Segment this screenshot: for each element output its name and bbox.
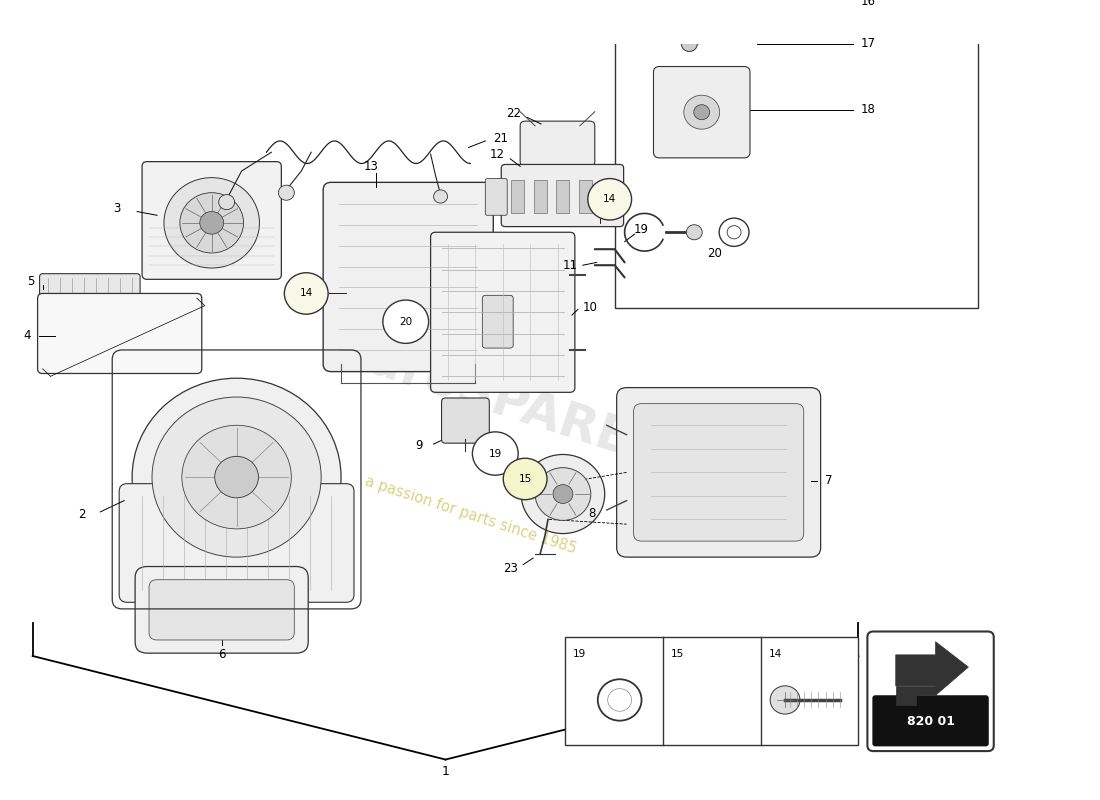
Text: 11: 11	[562, 258, 578, 272]
FancyBboxPatch shape	[40, 274, 140, 296]
Circle shape	[535, 468, 591, 520]
FancyBboxPatch shape	[148, 580, 295, 640]
Text: 8: 8	[588, 507, 595, 520]
Text: 14: 14	[299, 289, 312, 298]
Circle shape	[719, 0, 739, 16]
Circle shape	[278, 185, 295, 200]
Circle shape	[597, 679, 641, 721]
FancyBboxPatch shape	[520, 121, 595, 166]
FancyBboxPatch shape	[502, 165, 624, 226]
Circle shape	[182, 426, 292, 529]
Polygon shape	[895, 686, 935, 705]
Circle shape	[383, 300, 429, 343]
FancyBboxPatch shape	[119, 484, 354, 602]
Text: 21: 21	[493, 131, 508, 145]
Circle shape	[521, 454, 605, 534]
Circle shape	[719, 218, 749, 246]
Text: 5: 5	[26, 274, 34, 288]
Circle shape	[503, 458, 547, 500]
FancyBboxPatch shape	[485, 178, 507, 215]
Circle shape	[219, 194, 234, 210]
Circle shape	[694, 105, 710, 120]
FancyBboxPatch shape	[142, 162, 282, 279]
Circle shape	[132, 378, 341, 576]
Text: 20: 20	[706, 247, 722, 261]
FancyBboxPatch shape	[323, 182, 493, 372]
Text: 10: 10	[582, 301, 597, 314]
Text: 14: 14	[603, 194, 616, 204]
Bar	[534, 181, 547, 214]
Circle shape	[770, 686, 800, 714]
Polygon shape	[895, 642, 968, 695]
Circle shape	[180, 193, 243, 253]
Text: 6: 6	[218, 647, 226, 661]
Text: 16: 16	[861, 0, 876, 8]
Circle shape	[686, 225, 702, 240]
Text: 20: 20	[399, 317, 412, 326]
FancyBboxPatch shape	[634, 404, 804, 541]
Text: euroSPARES: euroSPARES	[329, 326, 671, 478]
FancyBboxPatch shape	[430, 232, 575, 392]
Text: 2: 2	[78, 508, 86, 522]
Circle shape	[607, 689, 631, 711]
Circle shape	[164, 178, 260, 268]
FancyBboxPatch shape	[653, 66, 750, 158]
Bar	[565, 637, 858, 746]
FancyBboxPatch shape	[868, 631, 993, 751]
Circle shape	[200, 211, 223, 234]
Text: 9: 9	[415, 439, 422, 453]
Circle shape	[727, 226, 741, 239]
Text: a passion for parts since 1985: a passion for parts since 1985	[363, 474, 579, 556]
Text: 15: 15	[518, 474, 531, 484]
Bar	[615, 0, 978, 307]
Bar	[512, 181, 524, 214]
FancyBboxPatch shape	[617, 388, 821, 557]
Bar	[602, 181, 615, 214]
Circle shape	[681, 36, 697, 51]
Circle shape	[214, 456, 258, 498]
Text: 14: 14	[769, 649, 782, 659]
Circle shape	[152, 397, 321, 557]
Circle shape	[587, 178, 631, 220]
Text: 19: 19	[573, 649, 586, 659]
FancyBboxPatch shape	[135, 566, 308, 653]
FancyBboxPatch shape	[441, 398, 490, 443]
FancyBboxPatch shape	[872, 695, 989, 746]
Circle shape	[433, 190, 448, 203]
Text: 22: 22	[506, 107, 520, 120]
Text: 15: 15	[671, 649, 684, 659]
Circle shape	[553, 485, 573, 503]
Text: 19: 19	[488, 449, 502, 458]
Text: 19: 19	[634, 223, 649, 236]
Text: 3: 3	[113, 202, 121, 215]
Bar	[557, 181, 570, 214]
Text: 4: 4	[23, 330, 31, 342]
Circle shape	[684, 95, 719, 129]
Text: 23: 23	[503, 562, 518, 575]
Circle shape	[284, 273, 328, 314]
Text: 18: 18	[861, 103, 876, 116]
Bar	[579, 181, 592, 214]
Text: 13: 13	[363, 160, 378, 173]
Text: 12: 12	[490, 147, 505, 161]
Text: 7: 7	[825, 474, 833, 487]
FancyBboxPatch shape	[37, 294, 201, 374]
Circle shape	[472, 432, 518, 475]
FancyBboxPatch shape	[482, 295, 514, 348]
Text: 820 01: 820 01	[906, 715, 955, 728]
Text: 1: 1	[441, 766, 450, 778]
Text: 17: 17	[861, 38, 876, 50]
